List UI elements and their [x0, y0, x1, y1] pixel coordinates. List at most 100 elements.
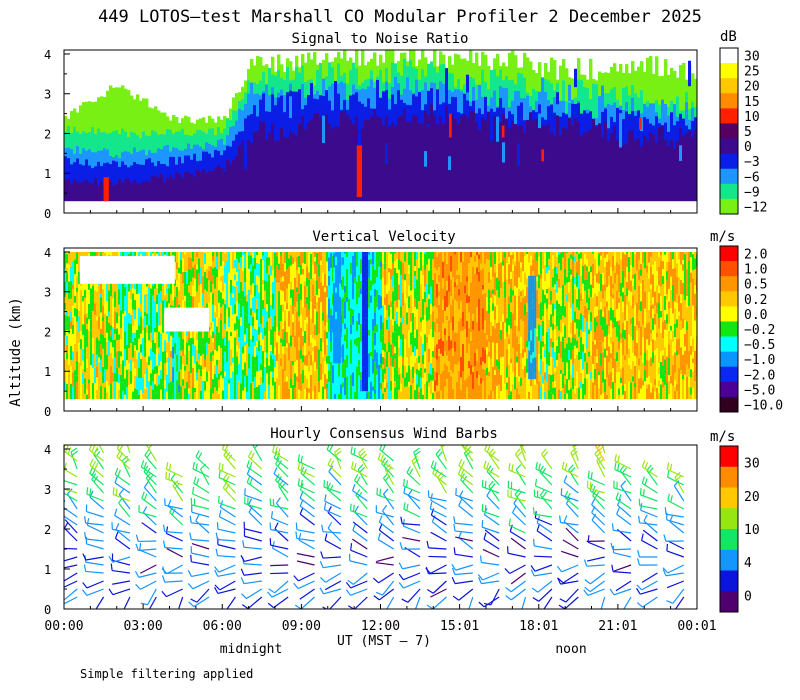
velocity-cell: [72, 372, 75, 387]
velocity-cell: [446, 345, 449, 356]
velocity-cell: [116, 351, 119, 368]
snr-cell: [553, 112, 556, 126]
velocity-cell: [588, 271, 591, 282]
velocity-cell: [580, 251, 583, 253]
velocity-cell: [314, 256, 317, 262]
velocity-cell: [462, 371, 465, 384]
velocity-cell: [598, 388, 601, 400]
velocity-cell: [180, 297, 183, 308]
velocity-cell: [468, 279, 471, 297]
snr-cell: [133, 179, 137, 202]
velocity-cell: [118, 321, 121, 335]
velocity-cell: [470, 356, 473, 365]
snr-cell: [343, 111, 347, 202]
velocity-cell: [528, 391, 531, 400]
velocity-cell: [142, 313, 145, 319]
velocity-cell: [360, 258, 363, 274]
velocity-cell: [396, 323, 399, 341]
velocity-cell: [534, 252, 537, 261]
velocity-cell: [522, 289, 525, 298]
colorbar-swatch: [720, 153, 738, 170]
velocity-cell: [76, 360, 79, 376]
velocity-cell: [140, 358, 143, 369]
velocity-cell: [220, 281, 223, 287]
velocity-cell: [154, 300, 157, 319]
velocity-cell: [310, 287, 313, 302]
velocity-cell: [588, 310, 591, 315]
velocity-cell: [66, 251, 69, 254]
velocity-cell: [146, 387, 149, 400]
velocity-cell: [318, 381, 321, 393]
velocity-cell: [248, 268, 251, 273]
velocity-cell: [330, 294, 333, 309]
velocity-cell: [316, 264, 319, 269]
y-tick-label: 0: [44, 207, 51, 221]
velocity-cell: [256, 255, 259, 263]
velocity-cell: [286, 363, 289, 372]
velocity-cell: [236, 356, 239, 365]
velocity-cell: [370, 310, 373, 316]
velocity-cell: [300, 358, 303, 374]
velocity-cell: [306, 387, 309, 400]
snr-cell: [334, 141, 337, 160]
velocity-cell: [522, 251, 525, 259]
velocity-cell: [344, 377, 347, 396]
velocity-cell: [226, 294, 229, 305]
velocity-cell: [226, 304, 229, 309]
velocity-cell: [342, 337, 345, 345]
velocity-cell: [414, 275, 417, 289]
velocity-cell: [286, 381, 289, 388]
snr-cell: [325, 114, 329, 202]
velocity-cell: [414, 390, 417, 400]
velocity-cell: [288, 388, 291, 400]
velocity-cell: [536, 276, 539, 281]
velocity-cell: [558, 330, 561, 337]
velocity-cell: [296, 256, 299, 262]
velocity-cell: [416, 358, 419, 369]
velocity-cell: [400, 317, 403, 323]
velocity-cell: [398, 300, 401, 310]
velocity-cell: [76, 351, 79, 361]
velocity-cell: [344, 253, 347, 269]
velocity-cell: [440, 353, 443, 365]
velocity-cell: [212, 275, 215, 285]
velocity-cell: [590, 330, 593, 338]
velocity-cell: [524, 272, 527, 285]
velocity-cell: [72, 351, 75, 361]
snr-cell: [628, 130, 632, 202]
velocity-cell: [590, 337, 593, 343]
velocity-cell: [384, 334, 387, 344]
velocity-cell: [84, 297, 87, 315]
velocity-cell: [198, 353, 201, 360]
velocity-cell: [130, 314, 133, 325]
velocity-cell: [320, 363, 323, 380]
velocity-cell: [450, 376, 453, 383]
velocity-cell: [72, 317, 75, 325]
velocity-cell: [194, 251, 197, 265]
velocity-cell: [216, 317, 219, 327]
velocity-cell: [486, 251, 489, 260]
velocity-cell: [150, 342, 153, 349]
snr-cell: [235, 156, 239, 202]
velocity-cell: [158, 325, 161, 332]
velocity-cell: [356, 330, 359, 338]
velocity-cell: [66, 330, 69, 337]
velocity-cell: [392, 275, 395, 287]
velocity-cell: [202, 353, 205, 370]
velocity-cell: [370, 258, 373, 265]
velocity-cell: [568, 350, 571, 360]
velocity-cell: [68, 264, 71, 274]
velocity-cell: [98, 302, 101, 317]
velocity-cell: [520, 267, 523, 283]
velocity-cell: [72, 386, 75, 400]
velocity-cell: [94, 350, 97, 368]
velocity-cell: [314, 295, 317, 305]
snr-cell: [145, 159, 149, 202]
velocity-cell: [432, 337, 435, 352]
velocity-cell: [288, 360, 291, 374]
velocity-cell: [536, 308, 539, 319]
velocity-cell: [262, 351, 265, 365]
velocity-cell: [72, 261, 75, 271]
velocity-cell: [472, 275, 475, 286]
velocity-cell: [176, 296, 179, 311]
